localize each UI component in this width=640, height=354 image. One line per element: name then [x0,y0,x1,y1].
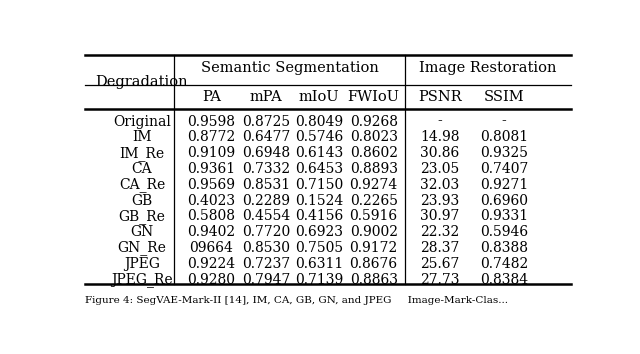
Text: 0.4554: 0.4554 [242,209,290,223]
Text: 25.67: 25.67 [420,257,460,271]
Text: 0.8023: 0.8023 [349,130,397,144]
Text: 0.7332: 0.7332 [242,162,290,176]
Text: 0.8530: 0.8530 [242,241,290,255]
Text: JPEG_Re: JPEG_Re [111,272,173,287]
Text: 0.6477: 0.6477 [242,130,290,144]
Text: 0.9569: 0.9569 [188,178,236,192]
Text: 0.8676: 0.8676 [349,257,397,271]
Text: Original: Original [113,115,171,129]
Text: IM: IM [132,130,152,144]
Text: 0.4023: 0.4023 [188,194,236,207]
Text: 0.8893: 0.8893 [349,162,397,176]
Text: PA: PA [202,90,221,104]
Text: 0.6143: 0.6143 [295,146,343,160]
Text: 0.7482: 0.7482 [480,257,528,271]
Text: 0.9172: 0.9172 [349,241,397,255]
Text: 0.8725: 0.8725 [242,115,290,129]
Text: 0.6311: 0.6311 [295,257,343,271]
Text: 0.9361: 0.9361 [188,162,236,176]
Text: 32.03: 32.03 [420,178,460,192]
Text: PSNR: PSNR [418,90,461,104]
Text: 0.1524: 0.1524 [295,194,343,207]
Text: 0.9109: 0.9109 [188,146,236,160]
Text: 0.4156: 0.4156 [295,209,343,223]
Text: 0.8384: 0.8384 [480,273,528,287]
Text: mPA: mPA [250,90,282,104]
Text: 0.8863: 0.8863 [349,273,397,287]
Text: 0.2265: 0.2265 [349,194,397,207]
Text: 23.93: 23.93 [420,194,460,207]
Text: 0.9274: 0.9274 [349,178,397,192]
Text: 0.5916: 0.5916 [349,209,397,223]
Text: 0.7150: 0.7150 [295,178,343,192]
Text: GB_Re: GB_Re [118,209,165,224]
Text: 0.6960: 0.6960 [480,194,528,207]
Text: 0.7407: 0.7407 [480,162,528,176]
Text: CA_Re: CA_Re [119,177,165,192]
Text: 14.98: 14.98 [420,130,460,144]
Text: 0.5746: 0.5746 [295,130,343,144]
Text: mIoU: mIoU [299,90,339,104]
Text: 0.2289: 0.2289 [242,194,290,207]
Text: 0.9268: 0.9268 [349,115,397,129]
Text: 0.8388: 0.8388 [480,241,528,255]
Text: 0.5808: 0.5808 [188,209,236,223]
Text: 0.9002: 0.9002 [349,225,397,239]
Text: 0.8531: 0.8531 [242,178,290,192]
Text: -: - [437,115,442,129]
Text: 09664: 09664 [189,241,234,255]
Text: 0.9224: 0.9224 [188,257,236,271]
Text: 0.9331: 0.9331 [480,209,528,223]
Text: 30.86: 30.86 [420,146,460,160]
Text: 0.9325: 0.9325 [480,146,528,160]
Text: IM_Re: IM_Re [120,146,164,161]
Text: 0.8602: 0.8602 [349,146,397,160]
Text: 0.7139: 0.7139 [295,273,343,287]
Text: 0.6453: 0.6453 [295,162,343,176]
Text: 0.5946: 0.5946 [480,225,528,239]
Text: Semantic Segmentation: Semantic Segmentation [200,61,378,75]
Text: 0.9271: 0.9271 [480,178,528,192]
Text: JPEG: JPEG [124,257,160,271]
Text: Degradation: Degradation [96,75,188,89]
Text: 0.8049: 0.8049 [295,115,343,129]
Text: 0.8772: 0.8772 [188,130,236,144]
Text: 23.05: 23.05 [420,162,460,176]
Text: Image Restoration: Image Restoration [419,61,557,75]
Text: GN: GN [131,225,154,239]
Text: 0.9280: 0.9280 [188,273,236,287]
Text: SSIM: SSIM [484,90,524,104]
Text: -: - [502,115,506,129]
Text: 0.7720: 0.7720 [242,225,290,239]
Text: 0.9402: 0.9402 [188,225,236,239]
Text: 0.7505: 0.7505 [295,241,343,255]
Text: 0.9598: 0.9598 [188,115,236,129]
Text: 0.6948: 0.6948 [242,146,290,160]
Text: 28.37: 28.37 [420,241,460,255]
Text: 0.6923: 0.6923 [295,225,343,239]
Text: 22.32: 22.32 [420,225,460,239]
Text: 0.7947: 0.7947 [242,273,290,287]
Text: GB: GB [131,194,152,207]
Text: Figure 4: SegVAE-Mark-II [14], IM, CA, GB, GN, and JPEG     Image-Mark-Clas...: Figure 4: SegVAE-Mark-II [14], IM, CA, G… [85,296,508,304]
Text: CA: CA [132,162,152,176]
Text: GN_Re: GN_Re [118,241,166,256]
Text: FWIoU: FWIoU [348,90,399,104]
Text: 27.73: 27.73 [420,273,460,287]
Text: 0.7237: 0.7237 [242,257,290,271]
Text: 0.8081: 0.8081 [480,130,528,144]
Text: 30.97: 30.97 [420,209,460,223]
